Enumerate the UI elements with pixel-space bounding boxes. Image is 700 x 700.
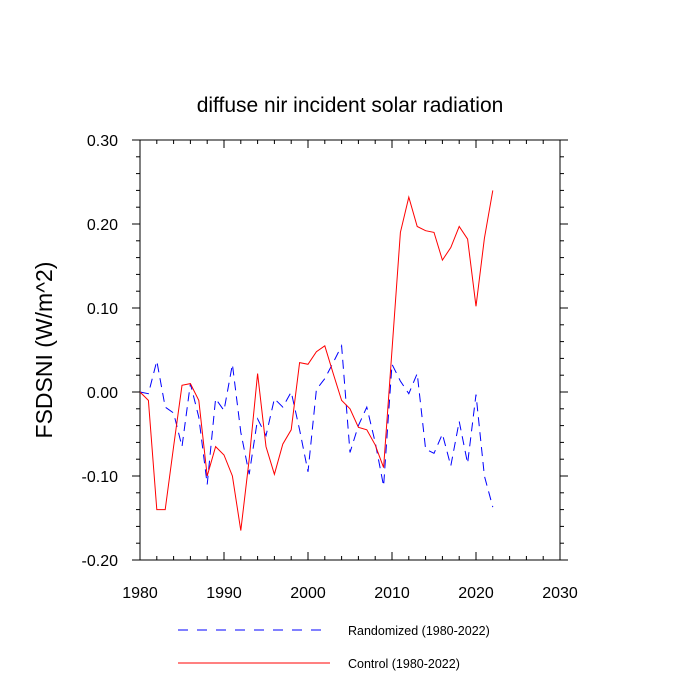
chart-title: diffuse nir incident solar radiation bbox=[197, 94, 504, 117]
x-tick-labels: 1980 1990 2000 2010 2020 2030 bbox=[122, 585, 578, 602]
y-tick-label: -0.20 bbox=[82, 553, 119, 570]
y-axis-label: FSDSNI (W/m^2) bbox=[31, 262, 57, 439]
y-tick-labels: -0.20 -0.10 0.00 0.10 0.20 0.30 bbox=[82, 133, 119, 570]
series-line-randomized bbox=[139, 343, 494, 508]
y-tick-label: 0.20 bbox=[87, 217, 118, 234]
x-tick-label: 2000 bbox=[290, 585, 326, 602]
x-tick-label: 1990 bbox=[206, 585, 242, 602]
legend: Randomized (1980-2022) Control (1980-2022… bbox=[178, 624, 490, 671]
axis-ticks bbox=[132, 139, 568, 561]
x-tick-label: 1980 bbox=[122, 585, 158, 602]
series-group bbox=[139, 190, 494, 531]
series-line-control bbox=[139, 190, 494, 531]
plot-frame bbox=[139, 139, 561, 561]
x-tick-label: 2010 bbox=[374, 585, 410, 602]
legend-label: Control (1980-2022) bbox=[348, 657, 460, 671]
y-tick-label: 0.30 bbox=[87, 133, 118, 150]
x-tick-label: 2030 bbox=[542, 585, 578, 602]
y-tick-label: 0.00 bbox=[87, 385, 118, 402]
legend-label: Randomized (1980-2022) bbox=[348, 624, 490, 638]
y-tick-label: 0.10 bbox=[87, 301, 118, 318]
y-tick-label: -0.10 bbox=[82, 469, 119, 486]
x-tick-label: 2020 bbox=[458, 585, 494, 602]
